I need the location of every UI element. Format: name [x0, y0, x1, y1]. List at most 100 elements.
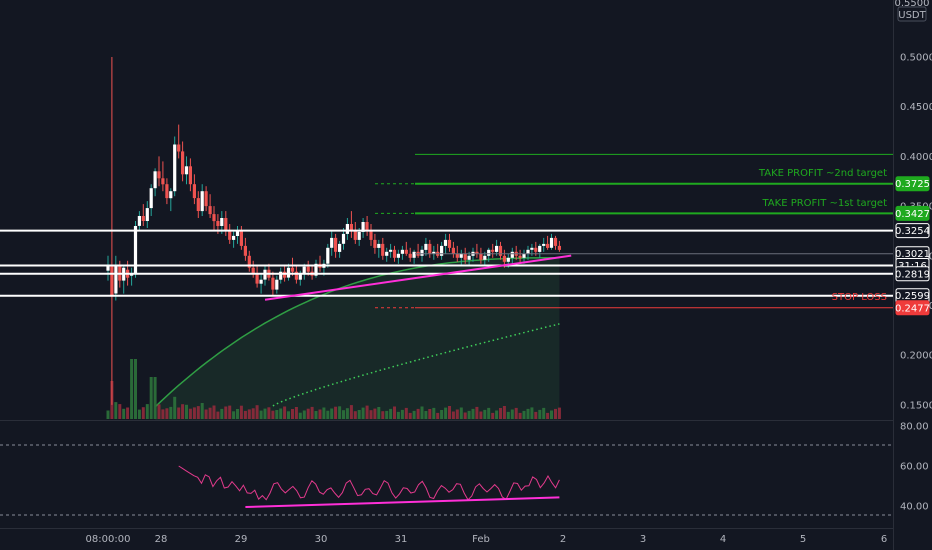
- volume-bar: [287, 411, 290, 419]
- time-tick-label: 4: [720, 534, 726, 545]
- candle-body: [553, 237, 558, 246]
- candle-body: [526, 249, 530, 254]
- candle-body: [224, 218, 228, 231]
- volume-bar: [440, 410, 444, 419]
- candle-body: [302, 266, 306, 274]
- candle-body: [389, 249, 393, 252]
- volume-bar: [467, 410, 471, 419]
- volume-bar: [385, 410, 389, 419]
- volume-bar: [157, 404, 161, 419]
- volume-bar: [428, 409, 432, 419]
- volume-bar: [459, 407, 463, 419]
- volume-bar: [542, 407, 546, 419]
- candle-body: [184, 166, 189, 175]
- price-tag-box: [895, 266, 930, 282]
- volume-bar: [318, 409, 322, 419]
- volume-bar: [349, 405, 353, 419]
- volume-bar: [499, 408, 502, 419]
- volume-bar: [534, 411, 538, 419]
- price-tag-label: 0.2477: [895, 303, 930, 314]
- candle-body: [298, 273, 302, 280]
- candle-body: [169, 191, 173, 199]
- volume-bar: [393, 406, 396, 419]
- time-tick-label: 28: [155, 534, 168, 545]
- volume-bar: [255, 405, 259, 419]
- candle-body: [455, 253, 459, 258]
- volume-bar: [330, 408, 334, 419]
- volume-bar: [271, 410, 275, 419]
- price-trendline[interactable]: [264, 254, 572, 301]
- candle-body: [275, 279, 279, 290]
- candle-body: [479, 253, 483, 260]
- volume-bar: [483, 409, 487, 419]
- time-tick-label: 08:00:00: [86, 534, 131, 545]
- volume-bar: [153, 377, 157, 419]
- candle-body: [400, 249, 404, 254]
- candle-body: [546, 243, 550, 248]
- volume-bar: [114, 402, 118, 419]
- time-tick-label: 30: [315, 534, 328, 545]
- ma-cloud-area: [155, 257, 560, 420]
- volume-bar: [118, 404, 122, 419]
- candle-body: [220, 218, 224, 226]
- volume-bar: [412, 410, 416, 419]
- price-tag-box: [895, 300, 930, 316]
- moving-average-layer: [154, 257, 560, 420]
- candle-body: [443, 239, 448, 246]
- candle-body: [463, 253, 467, 260]
- candle-body: [396, 253, 400, 258]
- volume-bar: [373, 408, 377, 419]
- take-profit-1-label: TAKE PROFIT ~1st target: [761, 198, 887, 209]
- candle-body: [353, 230, 357, 240]
- candle-body: [114, 265, 118, 294]
- currency-label: USDT: [898, 10, 926, 21]
- volume-bar: [326, 410, 330, 419]
- volume-bar: [396, 411, 400, 419]
- time-tick-label: 29: [235, 534, 248, 545]
- volume-bar: [298, 412, 302, 419]
- volume-bar: [404, 407, 408, 419]
- volume-bar: [137, 409, 141, 419]
- candle-body: [133, 226, 138, 274]
- volume-bar: [502, 406, 506, 419]
- candle-body: [424, 243, 428, 250]
- candle-body: [495, 245, 499, 252]
- volume-bar: [424, 411, 428, 419]
- candles-layer: [106, 57, 561, 405]
- volume-bar: [475, 406, 479, 419]
- candle-body: [459, 253, 463, 258]
- volume-bar: [530, 407, 534, 419]
- volume-bar: [165, 408, 169, 419]
- volume-bar: [444, 407, 448, 419]
- time-tick-label: 5: [800, 534, 806, 545]
- volume-bar: [377, 407, 381, 419]
- candle-body: [306, 266, 310, 272]
- volume-bar: [322, 407, 326, 419]
- rsi-axis[interactable]: 80.00 60.00 40.00: [900, 422, 929, 513]
- volume-bar: [334, 406, 338, 419]
- volume-bar: [228, 405, 232, 419]
- candle-body: [338, 243, 342, 252]
- currency-box[interactable]: [897, 6, 927, 22]
- candle-body: [228, 230, 232, 240]
- candle-body: [467, 255, 471, 260]
- volume-bar: [169, 406, 173, 419]
- candle-body: [279, 271, 283, 280]
- volume-bar: [506, 411, 510, 419]
- candle-body: [251, 267, 255, 274]
- trendline-layer[interactable]: [264, 254, 572, 301]
- price-tick-label: 0.4000: [900, 152, 932, 163]
- volume-bar: [550, 410, 553, 419]
- time-axis[interactable]: 08:00:00 28 29 30 31 Feb 2 3 4 5 6: [86, 534, 888, 545]
- volume-bar: [455, 409, 459, 419]
- volume-bar: [275, 410, 279, 419]
- candle-body: [216, 221, 220, 226]
- rsi-trendline[interactable]: [245, 496, 560, 508]
- price-tag-box: [895, 205, 930, 221]
- candle-body: [381, 243, 385, 256]
- volume-bar: [232, 411, 236, 419]
- candle-body: [487, 249, 491, 256]
